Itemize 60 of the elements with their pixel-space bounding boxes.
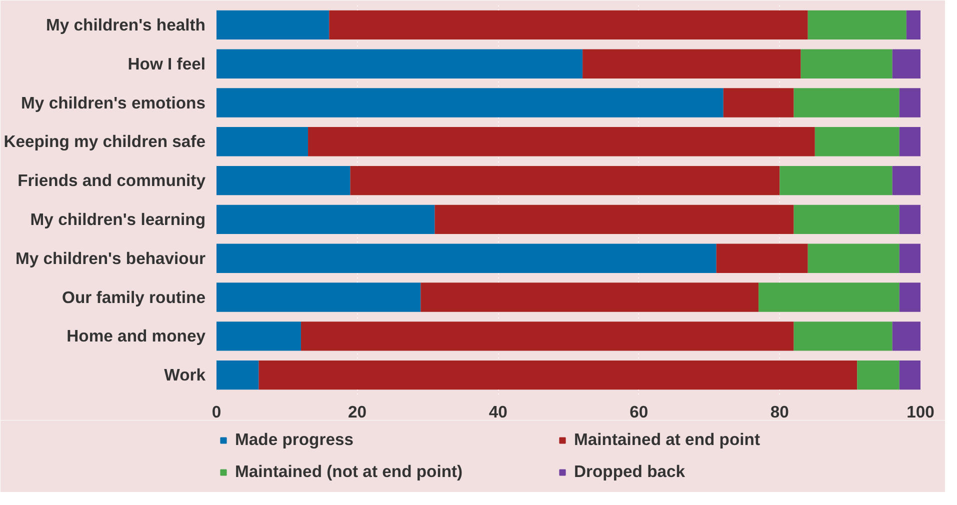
bar [582, 49, 801, 78]
bar [892, 49, 920, 78]
bar [216, 88, 724, 118]
bar [329, 10, 808, 40]
bar [216, 127, 308, 156]
bar [892, 322, 920, 351]
bar [420, 282, 759, 312]
legend-label: Maintained at end point [574, 430, 761, 450]
y-tick-label: My children's emotions [21, 93, 206, 112]
x-tick-label: 0 [212, 402, 222, 422]
bar [899, 88, 920, 118]
y-tick-label: Home and money [66, 326, 206, 346]
y-tick-label: Our family routine [62, 288, 206, 307]
y-tick-label: My children's behaviour [16, 248, 206, 268]
bar [216, 322, 301, 351]
bar [794, 88, 900, 118]
y-tick-label: Friends and community [18, 171, 206, 190]
bar [899, 360, 920, 390]
bar [434, 204, 794, 234]
bar [780, 166, 892, 196]
x-tick-label: 80 [770, 402, 789, 422]
bar [808, 10, 906, 40]
bar [216, 10, 330, 40]
bar [216, 166, 350, 196]
bar [300, 322, 794, 351]
bar [758, 282, 900, 312]
bar [794, 322, 892, 351]
bar [892, 166, 920, 196]
bar [814, 127, 900, 156]
bar [808, 244, 900, 273]
y-tick-label: Work [164, 366, 206, 385]
bar [899, 282, 920, 312]
x-tick-label: 40 [488, 402, 508, 422]
y-tick-label: My children's health [46, 15, 206, 34]
bar [794, 204, 900, 234]
legend-label: Made progress [235, 430, 354, 450]
bar [906, 10, 920, 40]
bar [308, 127, 815, 156]
bar [216, 360, 259, 390]
bar [899, 244, 920, 273]
y-tick-label: How I feel [128, 54, 206, 74]
x-tick-label: 20 [348, 402, 367, 422]
y-tick-label: My children's learning [30, 210, 206, 229]
bar [723, 88, 794, 118]
legend-label: Dropped back [574, 462, 686, 482]
bar [216, 282, 421, 312]
bar [899, 127, 920, 156]
x-tick-label: 60 [630, 402, 648, 422]
legend-label: Maintained (not at end point) [235, 462, 464, 482]
bar [899, 204, 920, 234]
bar [857, 360, 900, 390]
bar [216, 204, 435, 234]
bar [350, 166, 780, 196]
bar [216, 244, 716, 273]
bar [716, 244, 808, 273]
bar [216, 49, 583, 78]
bar [258, 360, 858, 390]
x-tick-label: 100 [906, 402, 934, 422]
y-tick-label: Keeping my children safe [4, 132, 206, 152]
bar [800, 49, 892, 78]
